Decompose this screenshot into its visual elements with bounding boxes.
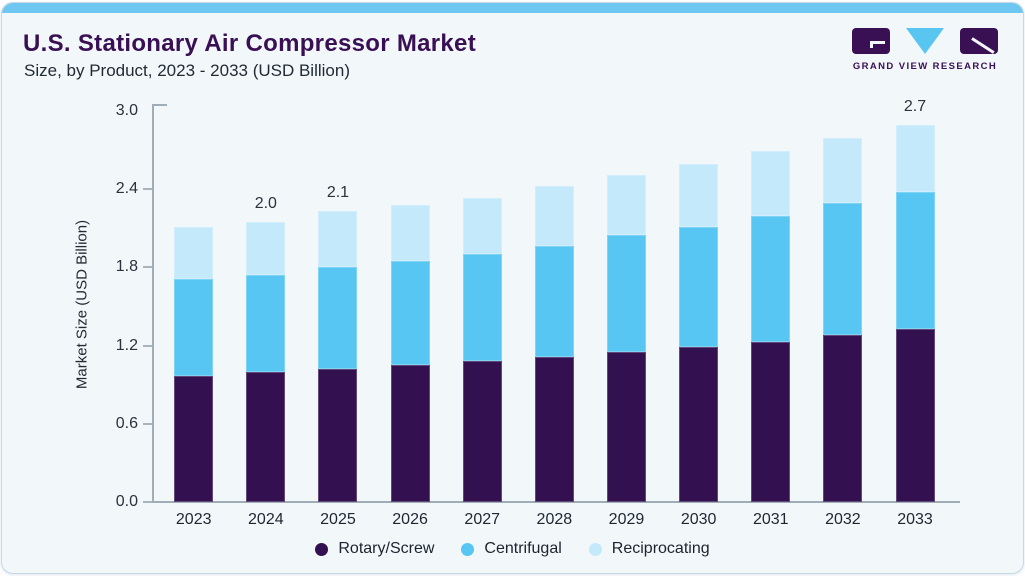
bar-segment-centrifugal-2029 (606, 234, 646, 353)
logo-mark-g (852, 28, 890, 54)
bar-segment-rotary-screw-2026 (390, 365, 430, 502)
y-tick-label: 1.8 (115, 258, 138, 276)
y-tick-label: 0.6 (115, 414, 138, 432)
bar-segment-rotary-screw-2029 (606, 352, 646, 502)
bar-value-label: 2.0 (254, 194, 277, 212)
bar-segment-rotary-screw-2028 (534, 357, 574, 502)
bar-segment-reciprocating-2030 (679, 164, 719, 227)
y-tick-mark (143, 266, 152, 269)
legend-dot-icon (315, 542, 329, 556)
x-axis-year-label: 2033 (897, 511, 933, 528)
bar-segment-centrifugal-2026 (390, 260, 430, 366)
y-tick-mark (143, 501, 152, 503)
bar-segment-rotary-screw-2030 (679, 346, 719, 502)
bar-segment-centrifugal-2031 (751, 216, 791, 342)
logo-text: GRAND VIEW RESEARCH (852, 61, 998, 72)
bar-segment-centrifugal-2024 (246, 275, 286, 372)
y-tick-mark (143, 422, 152, 425)
bar-segment-centrifugal-2030 (679, 226, 719, 347)
logo-g-stub-icon (870, 41, 873, 48)
bar-segment-centrifugal-2033 (895, 191, 935, 329)
y-axis-title: Market Size (USD Billion) (73, 219, 91, 390)
bar-value-label: 2.1 (326, 184, 350, 202)
bar-segment-centrifugal-2023 (174, 279, 214, 376)
bar-segment-reciprocating-2025 (318, 211, 358, 268)
legend-label: Rotary/Screw (338, 540, 435, 557)
bar-segment-reciprocating-2027 (462, 198, 502, 255)
x-axis-year-label: 2027 (464, 511, 501, 528)
bar-segment-reciprocating-2031 (751, 151, 791, 217)
x-axis-year-label: 2031 (752, 511, 789, 528)
bar-segment-centrifugal-2032 (823, 203, 863, 336)
x-axis-year-label: 2030 (680, 511, 717, 528)
bar-value-label: 2.7 (903, 98, 927, 116)
y-tick-mark (143, 344, 152, 347)
bar-segment-reciprocating-2024 (246, 221, 286, 276)
y-axis-line (152, 104, 154, 502)
bar-segment-rotary-screw-2033 (895, 328, 935, 502)
x-axis-year-label: 2023 (175, 511, 212, 528)
x-axis-year-label: 2032 (825, 511, 861, 528)
x-axis-year-label: 2029 (608, 511, 645, 528)
y-tick-label: 0.0 (115, 493, 138, 510)
y-axis-top-cap (153, 104, 167, 106)
legend-item-rotary-screw: Rotary/Screw (315, 540, 434, 558)
accent-bar (2, 3, 1023, 13)
logo-r-diagonal-icon (971, 37, 995, 54)
y-tick-label: 1.2 (115, 336, 138, 354)
bar-segment-reciprocating-2033 (895, 125, 935, 192)
page-subtitle: Size, by Product, 2023 - 2033 (USD Billi… (24, 61, 350, 80)
legend-item-reciprocating: Reciprocating (588, 540, 710, 558)
bar-segment-rotary-screw-2027 (462, 361, 502, 502)
bar-segment-reciprocating-2032 (823, 138, 863, 204)
legend-label: Centrifugal (484, 540, 562, 557)
logo-mark-v-triangle-icon (906, 28, 944, 54)
y-tick-label: 3.0 (115, 101, 138, 119)
legend-item-centrifugal: Centrifugal (461, 540, 562, 558)
bar-segment-reciprocating-2028 (534, 186, 574, 247)
x-axis-year-label: 2025 (320, 511, 356, 528)
gvr-logo: GRAND VIEW RESEARCH (852, 28, 998, 72)
page-title: U.S. Stationary Air Compressor Market (23, 30, 477, 57)
legend-dot-icon (461, 542, 475, 556)
legend: Rotary/Screw Centrifugal Reciprocating (2, 540, 1023, 558)
bar-segment-rotary-screw-2023 (174, 375, 214, 502)
x-axis-year-label: 2026 (392, 511, 428, 528)
logo-g-bar-icon (870, 41, 885, 44)
bar-segment-centrifugal-2028 (534, 246, 574, 358)
y-tick-mark (143, 188, 152, 191)
logo-mark-r (960, 28, 998, 54)
bar-segment-reciprocating-2026 (390, 204, 430, 261)
legend-dot-icon (588, 542, 602, 556)
legend-label: Reciprocating (611, 540, 710, 557)
bar-segment-rotary-screw-2025 (318, 368, 358, 502)
bar-segment-reciprocating-2029 (606, 174, 646, 235)
bar-segment-rotary-screw-2031 (751, 341, 791, 502)
x-axis-line (152, 501, 960, 503)
bar-segment-rotary-screw-2032 (823, 335, 863, 502)
gvr-logo-marks (852, 28, 998, 54)
bar-segment-reciprocating-2023 (174, 226, 214, 279)
x-axis-year-label: 2024 (248, 511, 284, 528)
y-tick-label: 2.4 (115, 180, 138, 198)
bar-segment-centrifugal-2027 (462, 254, 502, 362)
bar-segment-centrifugal-2025 (318, 267, 358, 369)
bar-segment-rotary-screw-2024 (246, 371, 286, 502)
x-axis-year-label: 2028 (536, 511, 573, 528)
